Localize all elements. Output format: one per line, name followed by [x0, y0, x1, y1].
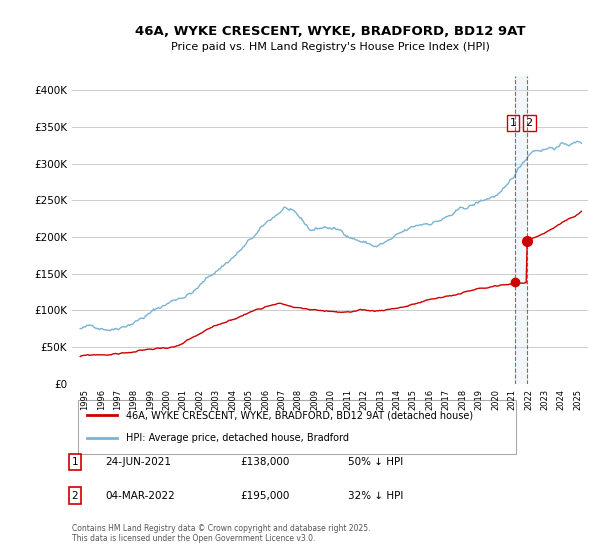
FancyBboxPatch shape	[78, 400, 516, 454]
Text: 2004: 2004	[228, 389, 237, 410]
Text: 46A, WYKE CRESCENT, WYKE, BRADFORD, BD12 9AT: 46A, WYKE CRESCENT, WYKE, BRADFORD, BD12…	[135, 25, 525, 38]
Text: 2022: 2022	[524, 389, 533, 410]
Text: Contains HM Land Registry data © Crown copyright and database right 2025.
This d: Contains HM Land Registry data © Crown c…	[72, 524, 371, 543]
Text: 2008: 2008	[294, 389, 303, 410]
Text: 1997: 1997	[113, 389, 122, 410]
Text: 1996: 1996	[97, 389, 106, 410]
Text: 1: 1	[509, 118, 517, 128]
Text: 2014: 2014	[392, 389, 401, 410]
Text: 46A, WYKE CRESCENT, WYKE, BRADFORD, BD12 9AT (detached house): 46A, WYKE CRESCENT, WYKE, BRADFORD, BD12…	[126, 410, 473, 421]
Text: £195,000: £195,000	[240, 491, 289, 501]
Text: 2005: 2005	[245, 389, 254, 410]
Text: 2015: 2015	[409, 389, 418, 410]
Text: 32% ↓ HPI: 32% ↓ HPI	[348, 491, 403, 501]
Text: 2011: 2011	[343, 389, 352, 410]
Text: 2017: 2017	[442, 389, 451, 410]
Text: 2021: 2021	[508, 389, 517, 410]
Text: 1995: 1995	[80, 389, 89, 410]
Text: 04-MAR-2022: 04-MAR-2022	[105, 491, 175, 501]
Text: 2006: 2006	[261, 389, 270, 410]
Text: 2010: 2010	[327, 389, 336, 410]
Text: 2018: 2018	[458, 389, 467, 410]
Text: 2012: 2012	[359, 389, 368, 410]
Text: 2019: 2019	[475, 389, 484, 410]
Text: 2002: 2002	[195, 389, 204, 410]
Bar	[515, 76, 527, 384]
Text: HPI: Average price, detached house, Bradford: HPI: Average price, detached house, Brad…	[126, 433, 349, 442]
Text: 2009: 2009	[310, 389, 319, 410]
Text: 2013: 2013	[376, 389, 385, 410]
Text: 2025: 2025	[573, 389, 582, 410]
Text: 2001: 2001	[179, 389, 188, 410]
Text: £138,000: £138,000	[240, 457, 289, 467]
Text: 2: 2	[526, 118, 533, 128]
Text: 2000: 2000	[163, 389, 172, 410]
Text: 2016: 2016	[425, 389, 434, 410]
Text: 24-JUN-2021: 24-JUN-2021	[105, 457, 171, 467]
Text: 1999: 1999	[146, 389, 155, 410]
Text: 2003: 2003	[212, 389, 221, 410]
Text: 50% ↓ HPI: 50% ↓ HPI	[348, 457, 403, 467]
Text: 2007: 2007	[277, 389, 286, 410]
Text: 1998: 1998	[130, 389, 139, 410]
Text: 2023: 2023	[541, 389, 550, 410]
Text: 2: 2	[71, 491, 79, 501]
Text: 1: 1	[71, 457, 79, 467]
Text: Price paid vs. HM Land Registry's House Price Index (HPI): Price paid vs. HM Land Registry's House …	[170, 42, 490, 52]
Text: 2020: 2020	[491, 389, 500, 410]
Text: 2024: 2024	[557, 389, 566, 410]
